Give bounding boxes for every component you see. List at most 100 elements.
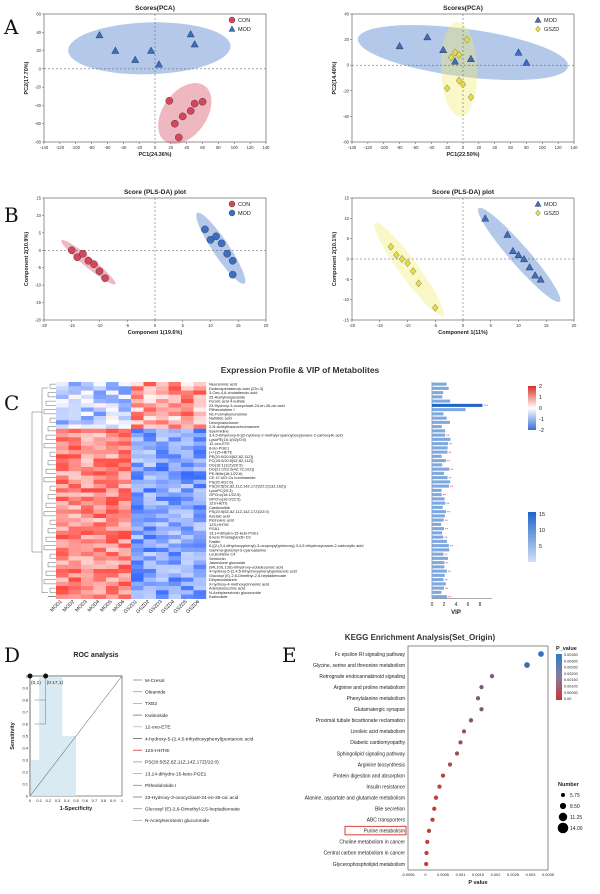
heatmap-cell [93, 543, 107, 548]
vip-bar [432, 518, 444, 522]
row-dendrogram-branch [47, 460, 56, 466]
plot1-data-point-con [198, 97, 207, 106]
heatmap-cell [143, 479, 157, 485]
heatmap-cell [106, 594, 119, 599]
heatmap-cell [56, 492, 69, 497]
plot1-y-tick-label: -40 [35, 103, 42, 108]
plot4-data-point-mod [514, 250, 523, 259]
heatmap-cell [131, 569, 144, 574]
heatmap-cell [93, 445, 107, 451]
heatmap-cell [131, 586, 144, 591]
heatmap-cell [68, 564, 82, 570]
vip-significance-mark: ** [447, 509, 451, 514]
vip-bar [432, 548, 450, 552]
heatmap-cell [131, 513, 144, 519]
heatmap-cell [56, 390, 69, 395]
plot3-data-point-con [84, 256, 93, 265]
plot2-data-point-mod [466, 54, 475, 62]
plot1-x-tick-label: -140 [40, 145, 49, 150]
metabolite-label: PGA1 [209, 526, 219, 531]
heatmap-cell [93, 441, 107, 446]
heatmap-cell [168, 394, 182, 400]
heatmap-cell [93, 407, 107, 412]
roc-y-tick-label: 0.7 [22, 710, 28, 715]
metabolite-label: 3-hydroxy-4-methoxycinnamic acid [209, 581, 269, 586]
plot4-data-point-mod [509, 246, 517, 254]
heatmap-cell [118, 390, 132, 395]
heatmap-cell [168, 390, 182, 395]
plot4-data-point-mod [481, 214, 490, 222]
heatmap-cell [106, 513, 119, 519]
plot4-legend-label: MOD [544, 202, 557, 208]
roc-point-label: (0,1) [31, 680, 41, 686]
sample-label: MOD1 [49, 599, 64, 614]
heatmap-cell [56, 475, 69, 480]
plot4-y-tick-label: 0 [347, 257, 350, 262]
heatmap-cell [68, 543, 82, 548]
heatmap-cell [106, 492, 119, 497]
heatmap-cell [143, 535, 157, 540]
plot3-legend-marker [228, 200, 236, 208]
p-legend-tick-label: 0.00250 [564, 666, 578, 670]
heatmap-cell [156, 433, 169, 438]
heatmap-cell [81, 428, 94, 434]
heatmap-cell [156, 403, 169, 408]
plot3-data-point-con [79, 249, 87, 258]
row-dendrogram-branch [43, 545, 56, 551]
heatmap-cell [193, 382, 207, 387]
roc-y-tick-label: 0.5 [22, 734, 28, 739]
vip-bar [432, 510, 447, 514]
roc-y-tick-label: 0 [26, 794, 29, 799]
vip-bar [432, 535, 444, 539]
vip-significance-mark: ** [447, 458, 451, 463]
heatmap-cell [156, 454, 169, 459]
heatmap-cell [106, 496, 119, 502]
heatmap-cell [81, 450, 94, 455]
heatmap-cell [56, 484, 69, 489]
metabolite-label: N-Acetylserotonin glucuronide [209, 590, 261, 595]
heatmap-cell [156, 577, 169, 582]
heatmap-cell [181, 581, 194, 587]
plot2-data-point-gszd [447, 53, 455, 62]
kegg-dot [458, 740, 463, 745]
heatmap-cell [168, 492, 182, 497]
heatmap-cell [93, 556, 107, 561]
heatmap-cell [181, 399, 194, 404]
roc-x-tick-label: 0.3 [55, 798, 61, 803]
p-legend-tick-label: 0.00300 [564, 659, 578, 663]
metabolite-label: DG(18:1(11Z)/20:5) [209, 462, 243, 467]
plot1-x-tick-label: -120 [56, 145, 65, 150]
plot1-x-axis-label: PC1(24.36%) [138, 152, 171, 158]
heatmap-cell [181, 513, 194, 519]
kegg-dot [426, 828, 432, 833]
heatmap-cell [106, 479, 119, 485]
heatmap-cell [143, 475, 157, 480]
size-legend-label: 8.50 [570, 804, 580, 810]
colorbar-tick-label: 2 [539, 384, 542, 390]
heatmap-cell [106, 552, 119, 557]
plot3-data-point-mod [201, 225, 209, 234]
heatmap-cell [93, 450, 107, 455]
metabolite-label: Azelaic acid [209, 513, 230, 518]
heatmap-cell [93, 513, 107, 519]
roc-point-label: (0.17,1) [47, 680, 64, 686]
heatmap-cell [143, 530, 157, 536]
plot4-y-tick-label: -15 [343, 318, 350, 323]
heatmap-cell [143, 411, 157, 417]
row-dendrogram-branch [47, 562, 56, 568]
vip-bar [432, 527, 445, 531]
heatmap-cell [81, 586, 94, 591]
heatmap-cell [193, 522, 207, 527]
heatmap-cell [106, 403, 119, 408]
plot1-x-tick-label: 80 [216, 145, 221, 150]
heatmap-cell [81, 590, 94, 595]
plot1-data-point-con [171, 119, 179, 128]
plot3-y-tick-label: 15 [36, 196, 41, 201]
kegg-dot [538, 651, 544, 657]
plot4-x-tick-label: -15 [377, 323, 384, 328]
heatmap-cell [181, 594, 194, 599]
heatmap-cell [143, 522, 157, 527]
metabolite-label: 13,14-dihydro-15-keto-PGE1 [209, 530, 259, 535]
plot3-data-point-mod [228, 270, 237, 279]
kegg-dot [479, 707, 484, 712]
